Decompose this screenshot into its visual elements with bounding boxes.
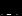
Bar [14,5,15,8]
Bar [6,5,17,8]
Bar [6,10,17,13]
Bar [6,8,17,10]
Text: 825: 825 [0,0,22,13]
Bar [6,12,17,13]
Bar [7,7,8,8]
Ellipse shape [4,7,5,8]
Bar [8,10,17,12]
Bar [16,5,17,8]
Bar [7,5,8,8]
Bar [6,5,7,8]
Bar [10,5,11,8]
Bar [11,5,12,8]
Text: V+: V+ [0,0,18,16]
Bar [6,3,17,4]
Bar [15,7,16,8]
Polygon shape [6,11,8,12]
Text: 820: 820 [0,0,22,13]
Polygon shape [6,10,8,11]
Bar [12,5,14,8]
Text: 829: 829 [0,0,22,13]
Bar [8,5,10,8]
Bar [6,8,17,9]
Bar [15,5,16,8]
Text: 835: 835 [0,0,22,13]
Text: 8B: 8B [0,0,22,14]
Text: 825: 825 [0,0,22,15]
Bar [7,3,17,4]
Text: 8B: 8B [0,0,22,14]
